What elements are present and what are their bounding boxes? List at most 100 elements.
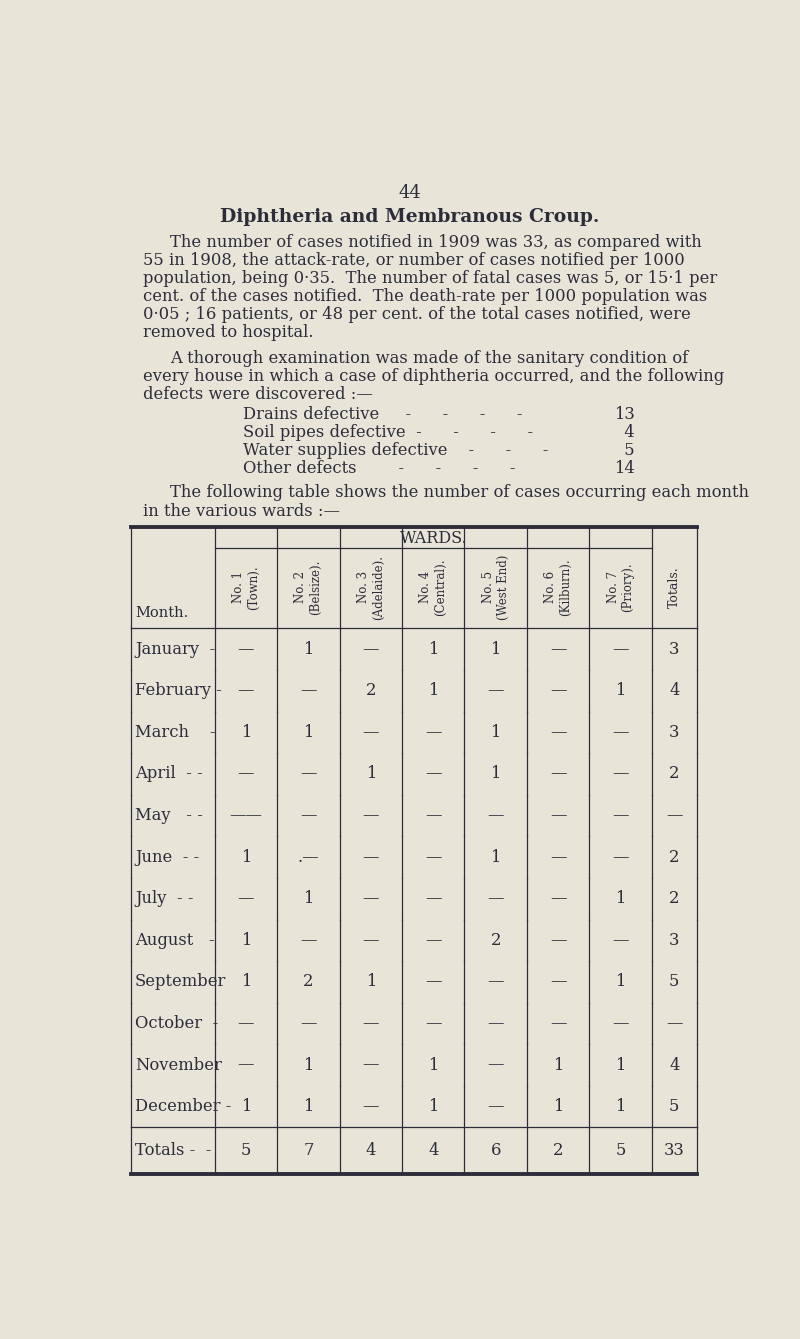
Text: January  -: January - <box>135 641 215 657</box>
Text: December -: December - <box>135 1098 231 1115</box>
Text: —: — <box>612 932 629 949</box>
Text: 2: 2 <box>669 849 679 865</box>
Text: 1: 1 <box>303 890 314 908</box>
Text: 3: 3 <box>669 641 679 657</box>
Text: 1: 1 <box>366 766 376 782</box>
Text: —: — <box>550 807 566 823</box>
Text: —: — <box>238 1015 254 1032</box>
Text: —: — <box>300 1015 317 1032</box>
Text: —: — <box>612 766 629 782</box>
Text: —: — <box>487 973 504 991</box>
Text: No. 1
(Town).: No. 1 (Town). <box>232 565 260 609</box>
Text: 4: 4 <box>428 1142 438 1160</box>
Text: 1: 1 <box>615 890 626 908</box>
Text: —: — <box>612 641 629 657</box>
Text: February -: February - <box>135 683 222 699</box>
Text: —: — <box>550 932 566 949</box>
Text: 2: 2 <box>669 766 679 782</box>
Text: —: — <box>300 932 317 949</box>
Text: —: — <box>425 807 442 823</box>
Text: 1: 1 <box>241 724 251 740</box>
Text: —: — <box>487 1015 504 1032</box>
Text: ——: —— <box>230 807 262 823</box>
Text: No. 4
(Central).: No. 4 (Central). <box>419 558 447 616</box>
Text: 5: 5 <box>669 1098 679 1115</box>
Text: 1: 1 <box>303 1056 314 1074</box>
Text: —: — <box>550 849 566 865</box>
Text: 7: 7 <box>303 1142 314 1160</box>
Text: No. 7
(Priory).: No. 7 (Priory). <box>606 562 634 612</box>
Text: 1: 1 <box>241 932 251 949</box>
Text: .—: .— <box>298 849 319 865</box>
Text: 4: 4 <box>669 1056 679 1074</box>
Text: —: — <box>425 890 442 908</box>
Text: 1: 1 <box>615 973 626 991</box>
Text: —: — <box>550 890 566 908</box>
Text: removed to hospital.: removed to hospital. <box>142 324 313 341</box>
Text: Soil pipes defective  -      -      -      -: Soil pipes defective - - - - <box>243 424 534 441</box>
Text: 3: 3 <box>669 932 679 949</box>
Text: —: — <box>238 890 254 908</box>
Text: Diphtheria and Membranous Croup.: Diphtheria and Membranous Croup. <box>220 209 600 226</box>
Text: Totals -  -: Totals - - <box>135 1142 211 1160</box>
Text: —: — <box>666 1015 682 1032</box>
Text: 1: 1 <box>303 724 314 740</box>
Text: 2: 2 <box>303 973 314 991</box>
Text: —: — <box>550 973 566 991</box>
Text: Water supplies defective    -      -      -: Water supplies defective - - - <box>243 442 549 459</box>
Text: 1: 1 <box>241 1098 251 1115</box>
Text: 1: 1 <box>241 973 251 991</box>
Text: The following table shows the number of cases occurring each month: The following table shows the number of … <box>170 485 749 502</box>
Text: —: — <box>362 849 379 865</box>
Text: —: — <box>612 1015 629 1032</box>
Text: —: — <box>425 1015 442 1032</box>
Text: 1: 1 <box>428 1056 438 1074</box>
Text: 6: 6 <box>490 1142 501 1160</box>
Text: 1: 1 <box>366 973 376 991</box>
Text: 1: 1 <box>428 1098 438 1115</box>
Text: 2: 2 <box>553 1142 563 1160</box>
Text: 4: 4 <box>619 424 634 441</box>
Text: No. 6
(Kilburn).: No. 6 (Kilburn). <box>544 558 572 616</box>
Text: —: — <box>487 1098 504 1115</box>
Text: —: — <box>300 807 317 823</box>
Text: June  - -: June - - <box>135 849 199 865</box>
Text: Month.: Month. <box>135 607 188 620</box>
Text: 2: 2 <box>490 932 501 949</box>
Text: 1: 1 <box>428 683 438 699</box>
Text: 1: 1 <box>490 766 501 782</box>
Text: 1: 1 <box>303 641 314 657</box>
Text: November: November <box>135 1056 222 1074</box>
Text: —: — <box>550 766 566 782</box>
Text: —: — <box>425 766 442 782</box>
Text: 1: 1 <box>615 1056 626 1074</box>
Text: defects were discovered :—: defects were discovered :— <box>142 386 373 403</box>
Text: July  - -: July - - <box>135 890 194 908</box>
Text: 1: 1 <box>553 1056 563 1074</box>
Text: —: — <box>550 1015 566 1032</box>
Text: —: — <box>487 1056 504 1074</box>
Text: The number of cases notified in 1909 was 33, as compared with: The number of cases notified in 1909 was… <box>170 234 702 250</box>
Text: —: — <box>362 890 379 908</box>
Text: cent. of the cases notified.  The death-rate per 1000 population was: cent. of the cases notified. The death-r… <box>142 288 707 305</box>
Text: —: — <box>238 683 254 699</box>
Text: —: — <box>666 807 682 823</box>
Text: —: — <box>612 724 629 740</box>
Text: 4: 4 <box>366 1142 376 1160</box>
Text: —: — <box>487 890 504 908</box>
Text: Totals.: Totals. <box>668 566 681 608</box>
Text: No. 2
(Belsize).: No. 2 (Belsize). <box>294 560 322 615</box>
Text: —: — <box>362 641 379 657</box>
Text: —: — <box>362 932 379 949</box>
Text: —: — <box>362 1015 379 1032</box>
Text: —: — <box>550 641 566 657</box>
Text: May   - -: May - - <box>135 807 202 823</box>
Text: 3: 3 <box>669 724 679 740</box>
Text: —: — <box>362 1056 379 1074</box>
Text: —: — <box>425 973 442 991</box>
Text: 13: 13 <box>614 406 634 423</box>
Text: —: — <box>362 807 379 823</box>
Text: —: — <box>238 766 254 782</box>
Text: 2: 2 <box>669 890 679 908</box>
Text: —: — <box>550 724 566 740</box>
